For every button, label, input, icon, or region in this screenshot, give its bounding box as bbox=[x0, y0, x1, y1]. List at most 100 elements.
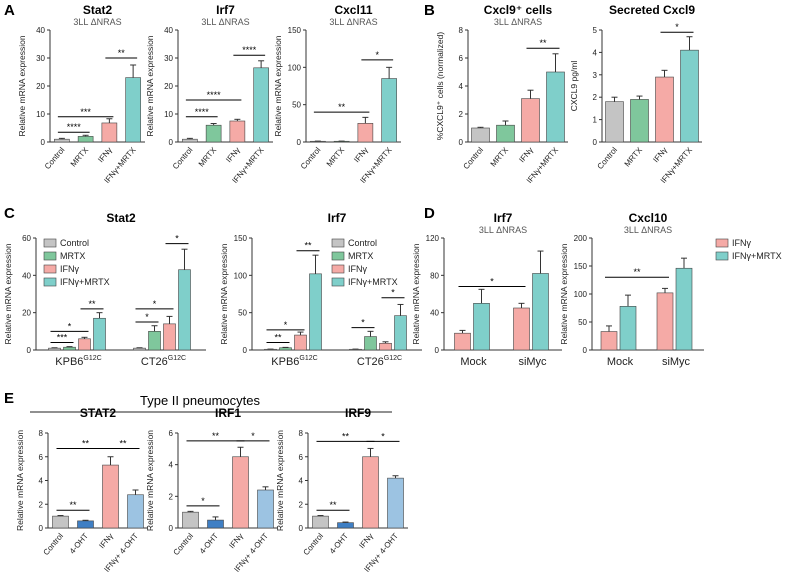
C1-legend-swatch bbox=[43, 277, 57, 287]
E1-category-label: 4-OHT bbox=[68, 531, 90, 555]
C1-bar bbox=[178, 269, 191, 351]
A1-ytick-label: 20 bbox=[36, 82, 45, 91]
C1-significance-label: * bbox=[145, 312, 149, 322]
A2-bar bbox=[229, 120, 246, 143]
E3-category-label: IFNγ bbox=[357, 532, 375, 551]
A2-ytick-label: 0 bbox=[169, 138, 174, 147]
C2-significance-label: ** bbox=[274, 333, 282, 343]
D2-ytick-label: 50 bbox=[578, 318, 587, 327]
E2-ylabel: Relative mRNA expression bbox=[145, 430, 155, 531]
B1-ytick-label: 4 bbox=[459, 82, 464, 91]
A1-bar bbox=[101, 122, 118, 143]
E2-category-label: 4-OHT bbox=[198, 531, 220, 555]
D2-group-label: Mock bbox=[607, 356, 634, 368]
E3-ytick-label: 2 bbox=[299, 500, 304, 509]
C2-bar bbox=[279, 347, 292, 351]
C1-ytick-label: 60 bbox=[22, 234, 31, 243]
panel-label-a: A bbox=[4, 2, 15, 19]
B2-category-label: MRTX bbox=[623, 145, 645, 169]
E1-bar bbox=[52, 515, 69, 529]
C1-group-name: CT26 bbox=[141, 356, 168, 368]
C1-significance-label: * bbox=[68, 321, 72, 331]
C1-legend-label: MRTX bbox=[60, 251, 85, 261]
A1-significance-label: *** bbox=[80, 107, 91, 117]
B2-category-label: IFNγ bbox=[651, 146, 669, 165]
C1-ytick-label: 40 bbox=[22, 271, 31, 280]
A1-significance-label: **** bbox=[67, 122, 82, 132]
D1-group-label: siMyc bbox=[518, 356, 547, 368]
C1-group-label: KPB6G12C bbox=[55, 355, 101, 368]
D2-title: Cxcl10 bbox=[629, 211, 668, 225]
A1-ylabel: Relative mRNA expression bbox=[17, 35, 27, 136]
D2-subtitle: 3LL ΔNRAS bbox=[624, 225, 672, 235]
E2-significance-label: * bbox=[251, 431, 255, 441]
A3-ytick-label: 0 bbox=[297, 138, 302, 147]
D2-significance-label: ** bbox=[633, 267, 641, 277]
C1-title: Stat2 bbox=[106, 211, 136, 225]
E3-ytick-label: 8 bbox=[299, 429, 304, 438]
A3-category-label: Control bbox=[299, 145, 323, 171]
C2-ylabel: Relative mRNA expression bbox=[219, 243, 229, 344]
D1-bar bbox=[513, 307, 530, 351]
B2-title: Secreted Cxcl9 bbox=[609, 3, 695, 17]
D1-group-name: Mock bbox=[460, 356, 487, 368]
A1-category-label: Control bbox=[43, 145, 67, 171]
A1-title: Stat2 bbox=[83, 3, 113, 17]
C1-legend-label: IFNγ bbox=[60, 264, 79, 274]
B2-bar bbox=[655, 76, 674, 143]
B2-bar bbox=[680, 49, 699, 143]
C1-legend-label: Control bbox=[60, 238, 89, 248]
A2-bar bbox=[253, 67, 269, 143]
B2-significance-label: * bbox=[675, 22, 679, 32]
B1-category-label: IFNγ bbox=[517, 146, 535, 165]
C1-group-label: CT26G12C bbox=[141, 355, 186, 368]
A1-ytick-label: 0 bbox=[41, 138, 46, 147]
D2-ylabel: Relative mRNA expression bbox=[559, 243, 569, 344]
A3-category-label: MRTX bbox=[325, 145, 347, 169]
B1-significance-label: ** bbox=[539, 38, 547, 48]
B1-title: Cxcl9⁺ cells bbox=[484, 3, 553, 17]
A3-significance-label: * bbox=[375, 50, 379, 60]
D2-bar bbox=[656, 292, 674, 351]
D1-ytick-label: 80 bbox=[430, 271, 439, 280]
A3-ytick-label: 150 bbox=[288, 26, 302, 35]
D2-legend-swatch bbox=[715, 238, 729, 248]
C2-ytick-label: 150 bbox=[234, 234, 248, 243]
E1-ytick-label: 8 bbox=[39, 429, 44, 438]
E1-ytick-label: 0 bbox=[39, 524, 44, 533]
B2-ytick-label: 5 bbox=[593, 26, 598, 35]
E2-significance-label: ** bbox=[212, 431, 220, 441]
D1-ylabel: Relative mRNA expression bbox=[411, 243, 421, 344]
C2-legend-label: Control bbox=[348, 238, 377, 248]
E2-ytick-label: 2 bbox=[169, 492, 174, 501]
C1-bar bbox=[148, 331, 161, 351]
E1-title: STAT2 bbox=[80, 406, 117, 420]
B2-bar bbox=[605, 101, 624, 143]
E1-ytick-label: 4 bbox=[39, 477, 44, 486]
E1-significance-label: ** bbox=[119, 438, 127, 448]
B2-ytick-label: 0 bbox=[593, 138, 598, 147]
A1-subtitle: 3LL ΔNRAS bbox=[73, 17, 121, 27]
C1-bar bbox=[63, 346, 76, 351]
D1-group-label: Mock bbox=[460, 356, 487, 368]
D1-bar bbox=[454, 332, 471, 351]
E1-bar bbox=[127, 494, 144, 529]
A2-title: Irf7 bbox=[216, 3, 235, 17]
E2-bar bbox=[207, 519, 224, 529]
E1-significance-label: ** bbox=[69, 500, 77, 510]
E2-bar bbox=[182, 511, 199, 529]
E1-ytick-label: 6 bbox=[39, 453, 44, 462]
A2-ylabel: Relative mRNA expression bbox=[145, 35, 155, 136]
E1-bar bbox=[77, 520, 94, 529]
E2-category-label: IFNγ bbox=[227, 532, 245, 551]
C2-legend-label: IFNγ bbox=[348, 264, 367, 274]
E1-significance-label: ** bbox=[82, 438, 90, 448]
E3-title: IRF9 bbox=[345, 406, 371, 420]
E2-ytick-label: 0 bbox=[169, 524, 174, 533]
E3-bar bbox=[312, 515, 329, 529]
panel-label-b: B bbox=[424, 2, 435, 19]
A3-significance-label: ** bbox=[338, 102, 346, 112]
C2-bar bbox=[364, 336, 377, 351]
